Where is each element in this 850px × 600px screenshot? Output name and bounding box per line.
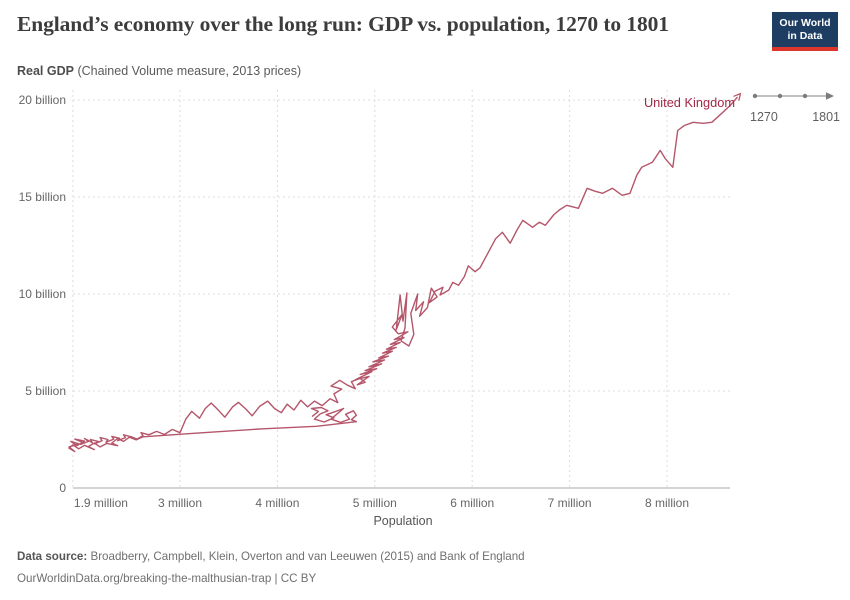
logo-line2: in Data: [787, 30, 823, 42]
chart-subtitle: Real GDP (Chained Volume measure, 2013 p…: [17, 64, 301, 78]
chart-footer: Data source: Broadberry, Campbell, Klein…: [17, 546, 525, 590]
y-tick-label: 5 billion: [25, 384, 66, 398]
x-tick-label: 6 million: [450, 496, 494, 510]
data-source-text: Broadberry, Campbell, Klein, Overton and…: [87, 550, 525, 563]
timeline-dot-start[interactable]: [752, 93, 758, 99]
y-tick-label: 0: [59, 481, 66, 495]
x-tick-label: 1.9 million: [74, 496, 128, 510]
series-path: [68, 96, 738, 453]
series-end-arrow-icon: [733, 92, 742, 101]
timeline-dot-mid2[interactable]: [802, 93, 808, 99]
license-line: OurWorldinData.org/breaking-the-malthusi…: [17, 568, 525, 590]
y-tick-label: 10 billion: [19, 287, 66, 301]
x-tick-label: 8 million: [645, 496, 689, 510]
timeline-dot-mid1[interactable]: [777, 93, 783, 99]
y-tick-label: 20 billion: [19, 93, 66, 107]
x-tick-label: 3 million: [158, 496, 202, 510]
timeline-arrow-icon[interactable]: [826, 92, 834, 100]
y-tick-label: 15 billion: [19, 190, 66, 204]
data-source-line: Data source: Broadberry, Campbell, Klein…: [17, 546, 525, 568]
timeline-labels: 1270 1801: [744, 110, 844, 124]
timeline-end-year[interactable]: 1801: [812, 110, 840, 124]
timeline-track-canvas: [752, 92, 834, 100]
owid-logo[interactable]: Our World in Data: [772, 12, 838, 51]
x-tick-label: 4 million: [255, 496, 299, 510]
chart-title: England’s economy over the long run: GDP…: [17, 12, 669, 36]
series-label[interactable]: United Kingdom: [644, 95, 735, 110]
x-tick-label: 7 million: [548, 496, 592, 510]
timeline-widget[interactable]: 1270 1801: [744, 88, 844, 124]
logo-line1: Our World: [779, 17, 831, 29]
x-tick-label: 5 million: [353, 496, 397, 510]
owid-link[interactable]: OurWorldinData.org/breaking-the-malthusi…: [17, 572, 317, 585]
timeline-start-year[interactable]: 1270: [750, 110, 778, 124]
subtitle-variable: Real GDP: [17, 64, 74, 78]
data-source-label: Data source:: [17, 550, 88, 563]
subtitle-detail: (Chained Volume measure, 2013 prices): [73, 64, 302, 78]
x-axis-title: Population: [373, 514, 432, 528]
